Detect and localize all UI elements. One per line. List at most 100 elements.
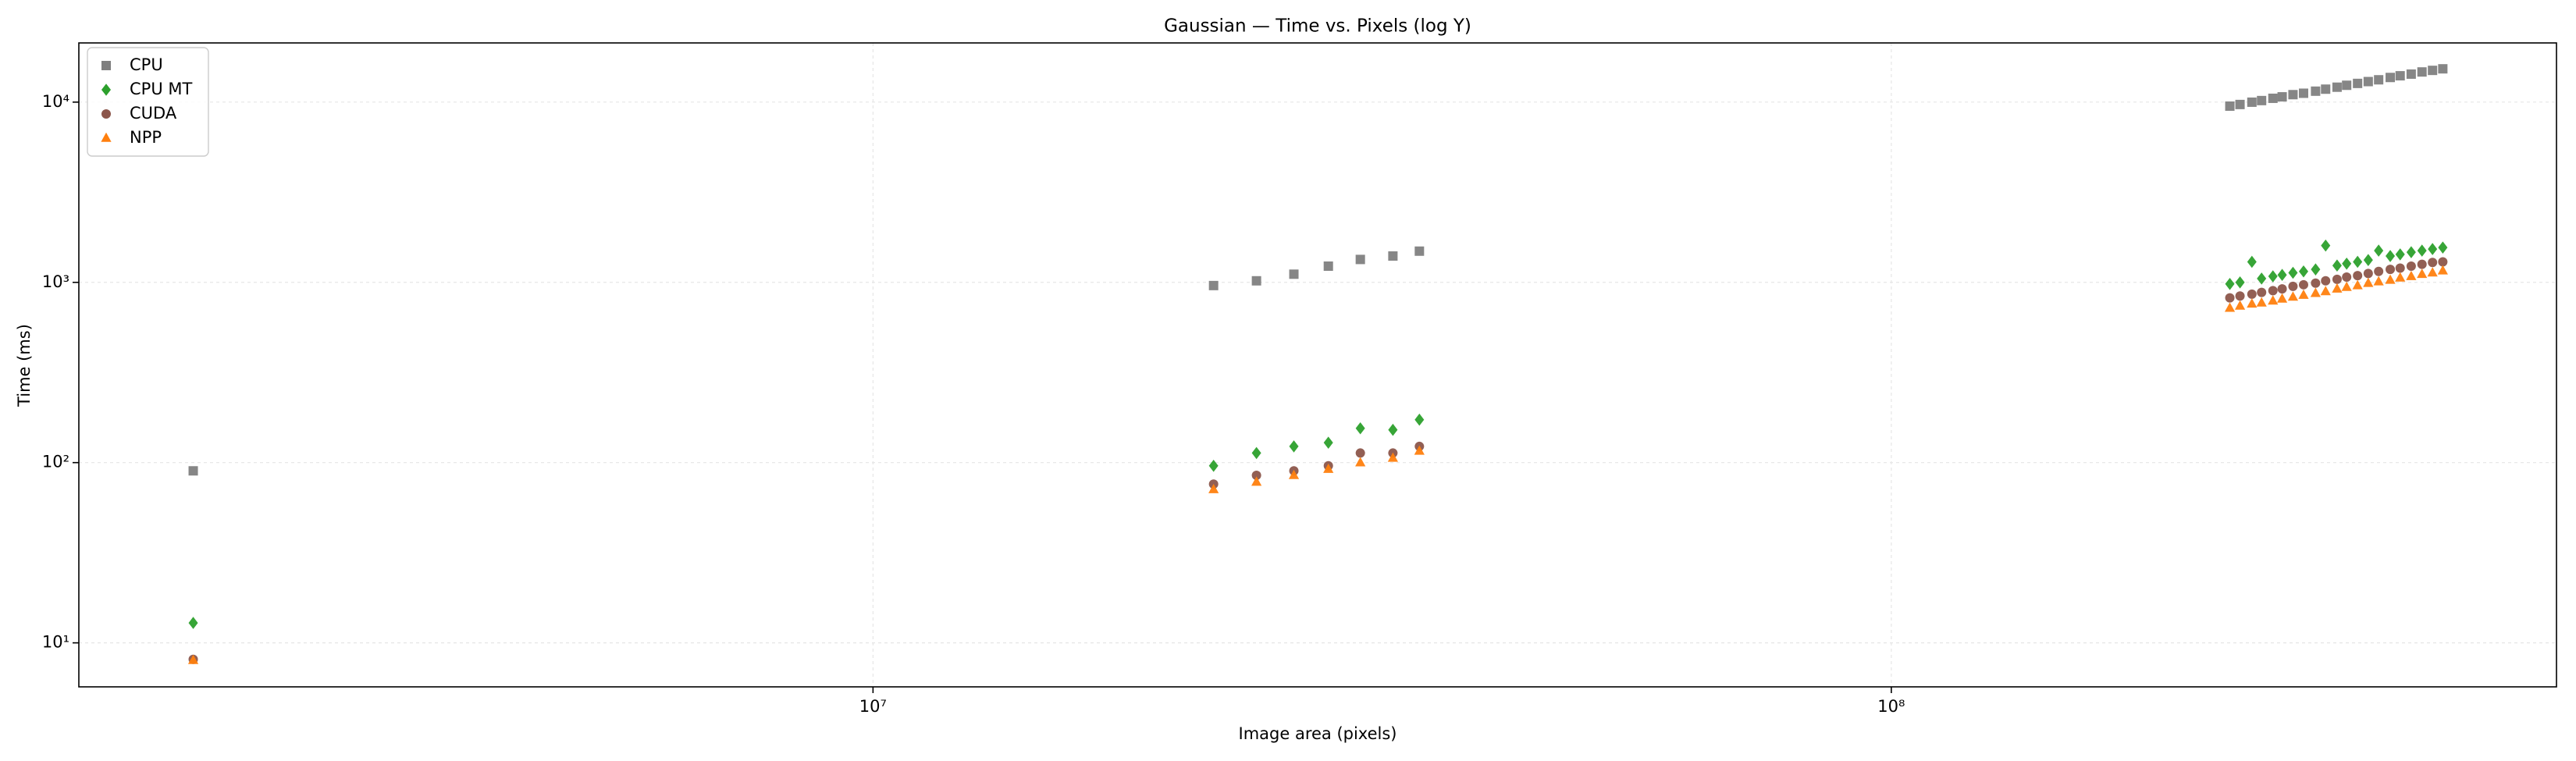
marker-diamond <box>2288 266 2298 279</box>
marker-triangle <box>2247 298 2258 308</box>
marker-circle <box>2225 293 2235 303</box>
marker-triangle <box>2224 302 2236 312</box>
marker-circle <box>2277 284 2287 294</box>
legend-label: CUDA <box>130 104 177 123</box>
marker-diamond <box>101 84 111 96</box>
marker-triangle <box>1208 483 1219 493</box>
marker-triangle <box>2385 274 2396 284</box>
marker-triangle <box>2234 300 2246 310</box>
marker-square <box>1414 246 1425 256</box>
marker-square <box>2342 80 2352 91</box>
marker-circle <box>2406 261 2416 272</box>
marker-square <box>2298 88 2308 98</box>
marker-diamond <box>2406 246 2416 258</box>
marker-diamond <box>2235 276 2245 289</box>
marker-diamond <box>1251 446 1261 460</box>
marker-triangle <box>2310 287 2321 297</box>
marker-diamond <box>2386 250 2396 262</box>
marker-triangle <box>2320 286 2331 296</box>
marker-circle <box>2235 291 2245 301</box>
marker-circle <box>2386 265 2396 275</box>
marker-diamond <box>2321 239 2331 252</box>
marker-square <box>2386 73 2396 83</box>
marker-square <box>2428 66 2438 76</box>
marks <box>187 64 2448 664</box>
marker-triangle <box>2352 279 2363 290</box>
marker-square <box>2374 75 2384 85</box>
marker-diamond <box>1414 413 1425 426</box>
marker-square <box>2277 92 2287 102</box>
marker-triangle <box>187 654 199 664</box>
marker-triangle <box>2406 270 2417 280</box>
marker-square <box>2395 71 2405 81</box>
marker-square <box>2332 82 2342 92</box>
marker-square <box>1251 276 1261 286</box>
plot-frame <box>78 42 2557 688</box>
y-tick-label: 10¹ <box>42 633 69 652</box>
marker-square <box>2417 67 2427 77</box>
marker-diamond <box>1388 423 1398 436</box>
marker-circle <box>2428 258 2438 268</box>
marker-diamond <box>2438 241 2448 254</box>
marker-circle <box>2342 272 2352 282</box>
marker-triangle <box>2268 295 2279 305</box>
marker-triangle <box>2341 281 2352 291</box>
marker-diamond <box>2257 272 2267 285</box>
marker-diamond <box>2311 263 2321 276</box>
y-axis-label: Time (ms) <box>15 324 34 407</box>
marker-diamond <box>2332 259 2342 272</box>
legend: CPU CPU MT CUDA NPP <box>87 47 209 157</box>
marker-square <box>2321 84 2331 94</box>
marker-triangle <box>1387 452 1398 462</box>
marker-triangle <box>1355 457 1366 467</box>
marker-circle <box>101 109 111 119</box>
marker-circle <box>2363 268 2373 279</box>
marker-triangle <box>2417 268 2428 279</box>
y-tick-label: 10³ <box>42 272 69 291</box>
marker-diamond <box>2342 257 2352 270</box>
marker-diamond <box>1355 421 1365 435</box>
marker-diamond <box>1323 436 1333 449</box>
marker-circle <box>2374 266 2384 276</box>
marker-circle <box>2321 276 2331 286</box>
marker-square <box>2268 93 2278 103</box>
marker-triangle <box>2298 289 2309 299</box>
marker-square <box>2438 64 2448 74</box>
marker-circle <box>2395 263 2405 273</box>
legend-box <box>87 47 209 157</box>
marker-square <box>1388 251 1398 261</box>
marker-square <box>2406 69 2416 79</box>
marker-square <box>2257 95 2267 105</box>
marker-triangle <box>1251 476 1262 486</box>
marker-triangle <box>2395 272 2406 282</box>
marker-triangle <box>2363 277 2374 287</box>
marker-square <box>2311 86 2321 96</box>
marker-diamond <box>2247 255 2257 268</box>
chart-title: Gaussian — Time vs. Pixels (log Y) <box>1164 16 1471 37</box>
marker-triangle <box>2287 291 2299 301</box>
marker-circle <box>2247 289 2257 299</box>
marker-square <box>1323 261 1333 272</box>
marker-triangle <box>1288 469 1300 479</box>
marker-square <box>2235 99 2245 109</box>
marker-circle <box>2417 259 2427 269</box>
y-tick-label: 10⁴ <box>42 92 69 111</box>
x-axis-label: Image area (pixels) <box>1239 724 1397 743</box>
marker-triangle <box>2276 293 2288 303</box>
marker-square <box>2247 97 2257 107</box>
marker-diamond <box>1208 459 1219 472</box>
marker-circle <box>2268 286 2278 296</box>
marker-square <box>2363 76 2373 87</box>
marker-square <box>101 61 111 70</box>
legend-label: CPU MT <box>130 80 192 98</box>
marker-diamond <box>2277 268 2287 282</box>
marker-diamond <box>2395 248 2405 261</box>
marker-circle <box>1251 470 1261 480</box>
marker-square <box>2353 78 2363 88</box>
marker-triangle <box>2373 276 2384 286</box>
marker-diamond <box>2374 244 2384 257</box>
marker-circle <box>2353 271 2363 281</box>
marker-triangle <box>1323 463 1334 473</box>
